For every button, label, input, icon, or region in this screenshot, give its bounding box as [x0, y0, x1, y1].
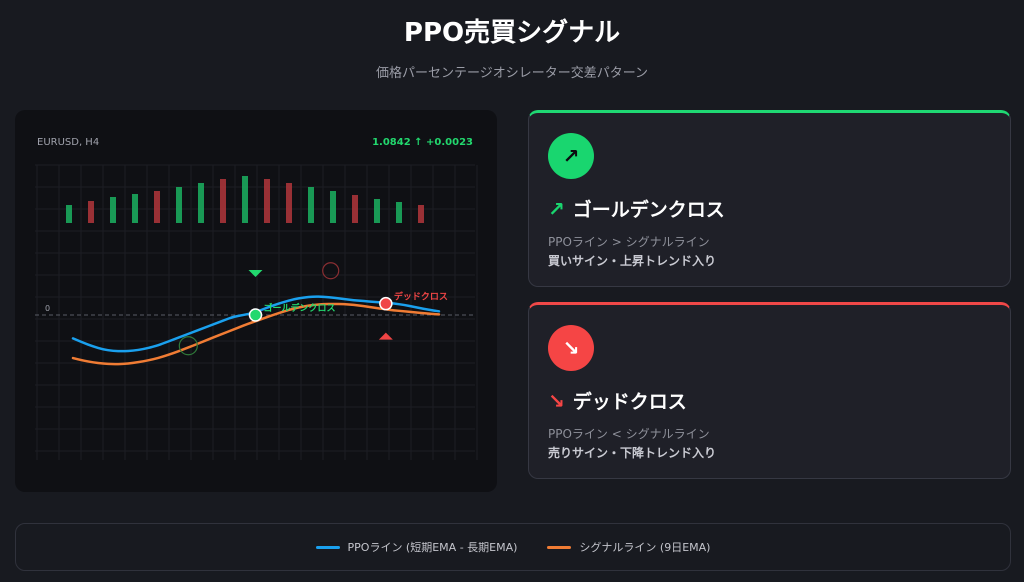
zero-label: 0: [45, 304, 50, 313]
dead-cross-meaning: 売りサイン・下降トレンド入り: [548, 446, 717, 460]
legend-swatch-ppo: [315, 545, 340, 549]
dead-cross-condition: PPOライン < シグナルライン: [548, 427, 710, 441]
histogram-bar: [132, 194, 138, 223]
dead-cross-heading: ↘ デッドクロス: [548, 387, 687, 414]
legend-label-signal: シグナルライン (9日EMA): [579, 541, 711, 554]
histogram-bar: [176, 187, 182, 223]
chart-legend: PPOライン (短期EMA - 長期EMA) シグナルライン (9日EMA): [15, 523, 1011, 571]
legend-label-ppo: PPOライン (短期EMA - 長期EMA): [347, 541, 518, 554]
golden-cross-meaning: 買いサイン・上昇トレンド入り: [548, 254, 717, 268]
golden-cross-condition: PPOライン > シグナルライン: [548, 235, 710, 249]
trend-down-icon: ↘: [548, 325, 594, 371]
dead-cross-ring: [322, 262, 340, 280]
histogram-bar: [154, 191, 160, 223]
golden-cross-marker-icon: [248, 270, 263, 277]
golden-cross-ring: [178, 336, 198, 356]
histogram-bar: [418, 205, 424, 223]
histogram-bar: [198, 183, 204, 223]
golden-cross-title: ゴールデンクロス: [572, 199, 725, 221]
histogram: [66, 176, 424, 223]
page-title: PPO売買シグナル: [403, 18, 621, 48]
chart-grid: [35, 164, 478, 460]
histogram-bar: [374, 199, 380, 223]
histogram-bar: [66, 205, 72, 223]
histogram-bar: [88, 201, 94, 223]
histogram-bar: [308, 187, 314, 223]
ppo-chart-panel: EURUSD, H4 1.0842 ↑ +0.0023 0 ゴールデンクロス デッ…: [15, 110, 497, 492]
legend-item-ppo: PPOライン (短期EMA - 長期EMA): [315, 539, 518, 555]
histogram-bar: [242, 176, 248, 223]
histogram-bar: [110, 197, 116, 223]
dead-cross-card: ↘ ↘ デッドクロス PPOライン < シグナルライン 売りサイン・下降トレンド…: [528, 302, 1011, 479]
page-subtitle: 価格パーセンテージオシレーター交差パターン: [375, 66, 649, 81]
golden-cross-heading: ↗ ゴールデンクロス: [548, 195, 725, 222]
trend-up-icon: ↗: [548, 133, 594, 179]
histogram-bar: [264, 179, 270, 223]
dead-cross-marker-icon: [378, 332, 393, 340]
legend-swatch-signal: [547, 545, 572, 549]
histogram-bar: [396, 202, 402, 223]
arrow-down-right-icon: ↘: [548, 388, 565, 413]
cross-events: ゴールデンクロス デッドクロス: [178, 262, 448, 356]
histogram-bar: [352, 195, 358, 223]
histogram-bar: [220, 179, 226, 223]
golden-cross-label: ゴールデンクロス: [263, 302, 335, 314]
histogram-bar: [330, 191, 336, 223]
dead-cross-label: デッドクロス: [394, 291, 448, 303]
golden-cross-point: [248, 308, 263, 322]
dead-cross-point: [379, 296, 393, 311]
dead-cross-title: デッドクロス: [572, 391, 687, 413]
symbol-label: EURUSD, H4: [37, 137, 99, 148]
price-label: 1.0842 ↑ +0.0023: [372, 137, 473, 148]
ppo-chart: EURUSD, H4 1.0842 ↑ +0.0023 0 ゴールデンクロス デッ…: [35, 137, 478, 460]
golden-cross-card: ↗ ↗ ゴールデンクロス PPOライン > シグナルライン 買いサイン・上昇トレ…: [528, 110, 1011, 287]
histogram-bar: [286, 183, 292, 223]
arrow-up-right-icon: ↗: [548, 196, 565, 221]
legend-item-signal: シグナルライン (9日EMA): [547, 539, 710, 555]
